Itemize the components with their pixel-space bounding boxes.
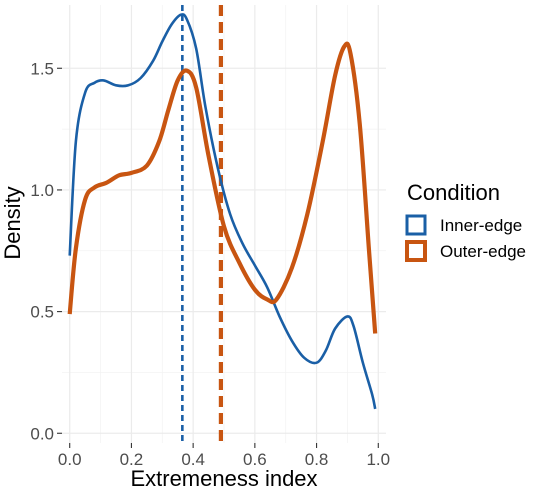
y-tick-label: 1.5 bbox=[30, 59, 54, 78]
grid bbox=[62, 5, 386, 443]
x-tick-label: 0.4 bbox=[181, 450, 205, 469]
legend-key-inner-edge bbox=[405, 214, 427, 236]
y-tick-label: 0.0 bbox=[30, 424, 54, 443]
y-tick-label: 0.5 bbox=[30, 303, 54, 322]
y-axis-title: Density bbox=[0, 186, 25, 259]
x-axis-ticks: 0.0 0.2 0.4 0.6 0.8 1.0 bbox=[58, 443, 390, 469]
legend-label-inner-edge: Inner-edge bbox=[440, 216, 522, 235]
density-curves bbox=[67, 13, 378, 410]
x-axis-title: Extremeness index bbox=[130, 466, 317, 491]
x-tick-label: 1.0 bbox=[366, 450, 390, 469]
mean-lines bbox=[181, 5, 224, 443]
y-tick-label: 1.0 bbox=[30, 181, 54, 200]
x-tick-label: 0.0 bbox=[58, 450, 82, 469]
density-line-outer-edge bbox=[67, 41, 378, 334]
legend-label-outer-edge: Outer-edge bbox=[440, 242, 526, 261]
density-line-inner-edge bbox=[68, 13, 377, 410]
legend-key-outer-edge bbox=[405, 240, 427, 262]
x-tick-label: 0.2 bbox=[120, 450, 144, 469]
y-axis-ticks: 0.0 0.5 1.0 1.5 bbox=[30, 59, 62, 443]
legend: Condition Inner-edge Outer-edge bbox=[405, 180, 526, 262]
x-tick-label: 0.8 bbox=[305, 450, 329, 469]
x-tick-label: 0.6 bbox=[243, 450, 267, 469]
legend-title: Condition bbox=[407, 180, 500, 205]
